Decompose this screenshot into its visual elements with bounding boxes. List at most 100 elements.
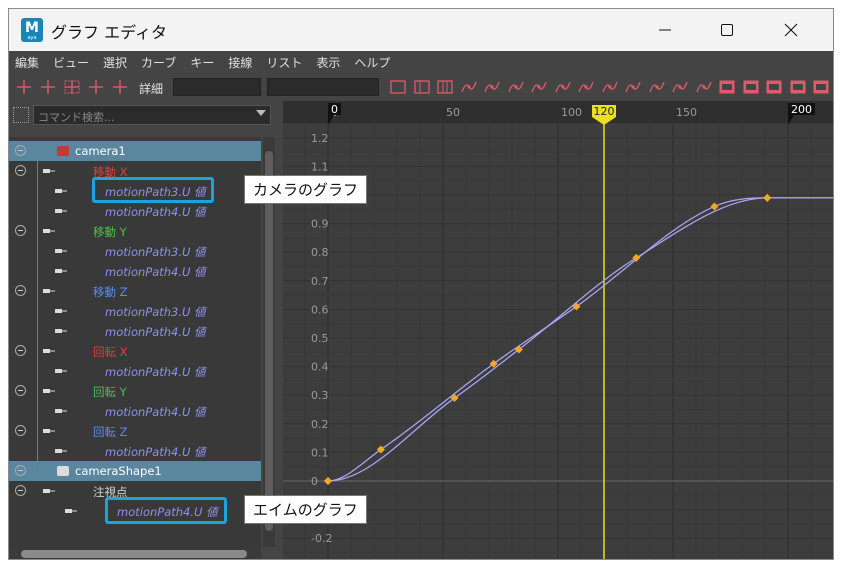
dope-sheet-icon[interactable] (765, 79, 783, 95)
menu-view[interactable]: ビュー (53, 55, 90, 70)
collapse-icon[interactable] (15, 385, 26, 396)
tree-curve[interactable]: motionPath4.U 値 (9, 201, 261, 221)
collapse-icon[interactable] (15, 345, 26, 356)
horizontal-scroll-thumb[interactable] (21, 550, 247, 558)
tree-curve[interactable]: motionPath4.U 値 (9, 501, 261, 521)
retime-icon[interactable] (111, 79, 129, 95)
current-frame-marker[interactable] (592, 105, 616, 125)
range-end-marker[interactable]: 200 (788, 103, 815, 125)
menu-select[interactable]: 選択 (103, 55, 128, 70)
detail-field-1[interactable] (173, 78, 261, 96)
region-select-icon[interactable] (87, 79, 105, 95)
tree-attribute[interactable]: 回転 Y (9, 381, 261, 401)
unify-tangent-icon[interactable] (648, 79, 666, 95)
range-start-marker-label: 0 (331, 103, 338, 116)
auto-tangent-icon[interactable] (460, 79, 478, 95)
tree-attribute[interactable]: 移動 Z (9, 281, 261, 301)
graph-view[interactable]: 1.21.110.90.80.70.60.50.40.30.20.10-0.1-… (283, 101, 834, 560)
tree-attribute[interactable]: 移動 Y (9, 221, 261, 241)
lock-weight-icon[interactable] (695, 79, 713, 95)
menu-curves[interactable]: カーブ (141, 55, 177, 70)
free-weight-icon[interactable] (671, 79, 689, 95)
tree-node-label: camera1 (75, 144, 126, 158)
move-nearest-key-icon[interactable] (15, 79, 33, 95)
detail-field-2[interactable] (267, 78, 379, 96)
spline-tangent-icon[interactable] (483, 79, 501, 95)
keyframe[interactable] (489, 359, 498, 368)
menu-tangents[interactable]: 接線 (228, 55, 253, 70)
collapse-icon[interactable] (15, 425, 26, 436)
minimize-button[interactable] (634, 9, 696, 51)
chevron-down-icon[interactable] (256, 110, 266, 116)
keyframe[interactable] (376, 445, 385, 454)
flat-tangent-icon[interactable] (554, 79, 572, 95)
plateau-tangent-icon[interactable] (601, 79, 619, 95)
curve-icon (55, 249, 67, 253)
detail-label[interactable]: 詳細 (139, 82, 164, 96)
tree-node[interactable]: cameraShape1 (9, 461, 261, 481)
menu-show[interactable]: 表示 (316, 55, 341, 70)
frame-all-icon[interactable] (389, 79, 407, 95)
step-tangent-icon[interactable] (577, 79, 595, 95)
menu-keys[interactable]: キー (190, 55, 215, 70)
tree-curve[interactable]: motionPath4.U 値 (9, 261, 261, 281)
menu-list[interactable]: リスト (266, 55, 303, 70)
tree-attribute[interactable]: 移動 X (9, 161, 261, 181)
curve-icon (43, 489, 55, 493)
command-search-placeholder: コマンド検索... (38, 111, 115, 124)
tree-attribute[interactable]: 回転 X (9, 341, 261, 361)
keyframe[interactable] (632, 253, 641, 262)
tree-attribute[interactable]: 回転 Z (9, 421, 261, 441)
horizontal-scrollbar[interactable] (9, 547, 261, 559)
insert-key-icon[interactable] (39, 79, 57, 95)
graph-canvas[interactable]: 1.21.110.90.80.70.60.50.40.30.20.10-0.1-… (283, 101, 834, 560)
tree-curve[interactable]: motionPath4.U 値 (9, 321, 261, 341)
keyframe[interactable] (514, 345, 523, 354)
keyframe[interactable] (710, 202, 719, 211)
keyframe[interactable] (763, 193, 772, 202)
keyframe[interactable] (450, 394, 459, 403)
range-end-marker-label: 200 (791, 103, 812, 116)
collapse-icon[interactable] (15, 485, 26, 496)
collapse-icon[interactable] (15, 285, 26, 296)
time-editor-icon[interactable] (812, 79, 830, 95)
collapse-icon[interactable] (15, 225, 26, 236)
tree-curve[interactable]: motionPath3.U 値 (9, 301, 261, 321)
maximize-button[interactable] (696, 9, 758, 51)
break-tangent-icon[interactable] (624, 79, 642, 95)
vertical-scroll-thumb[interactable] (265, 151, 273, 531)
camera-icon (57, 146, 69, 156)
curve-icon (55, 409, 67, 413)
vertical-scrollbar[interactable] (263, 137, 275, 547)
range-start-marker[interactable]: 0 (328, 103, 341, 125)
frame-selection-icon[interactable] (413, 79, 431, 95)
buffer-curve-icon[interactable] (718, 79, 736, 95)
swap-buffer-icon[interactable] (742, 79, 760, 95)
trax-editor-icon[interactable] (789, 79, 807, 95)
frame-playback-icon[interactable] (436, 79, 454, 95)
collapse-icon[interactable] (15, 465, 26, 476)
tree-curve[interactable]: motionPath4.U 値 (9, 401, 261, 421)
tree-curve[interactable]: motionPath3.U 値 (9, 241, 261, 261)
collapse-icon[interactable] (15, 165, 26, 176)
tree-curve[interactable]: motionPath4.U 値 (9, 441, 261, 461)
tree-curve[interactable]: motionPath3.U 値 (9, 181, 261, 201)
lattice-deform-icon[interactable] (63, 79, 81, 95)
tree-attribute[interactable]: 注視点 (9, 481, 261, 501)
menu-help[interactable]: ヘルプ (354, 55, 391, 70)
command-search-field[interactable]: コマンド検索... (33, 105, 271, 125)
clamped-tangent-icon[interactable] (507, 79, 525, 95)
tree-node[interactable]: camera1 (9, 141, 261, 161)
menu-edit[interactable]: 編集 (15, 55, 40, 70)
keyframe[interactable] (324, 477, 332, 485)
curve-line[interactable] (327, 197, 768, 482)
close-button[interactable] (760, 9, 822, 51)
collapse-icon[interactable] (15, 145, 26, 156)
animation-curve[interactable] (324, 193, 834, 485)
tree-curve[interactable]: motionPath4.U 値 (9, 361, 261, 381)
linear-tangent-icon[interactable] (530, 79, 548, 95)
curve-icon (65, 509, 77, 513)
filter-icon[interactable] (13, 107, 29, 123)
